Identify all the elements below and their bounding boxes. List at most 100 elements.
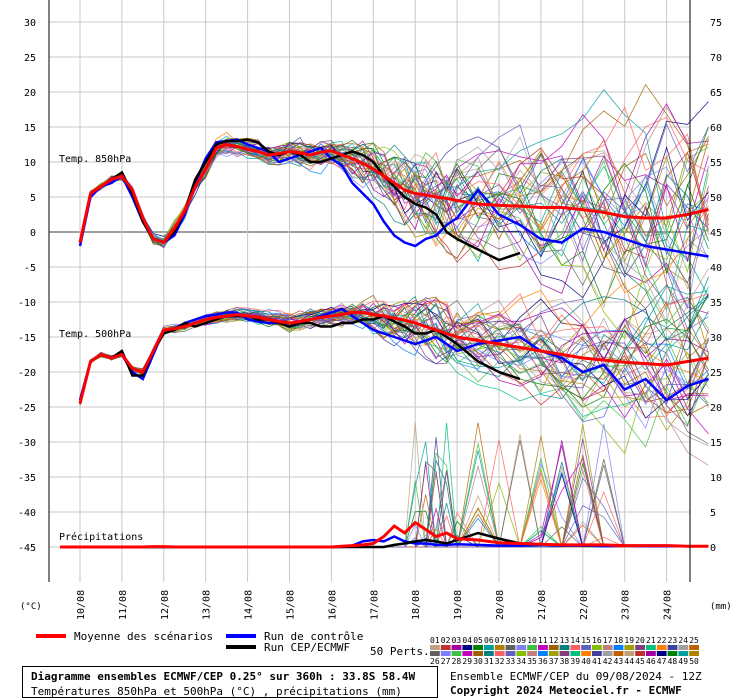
pert-number: 16 [592,636,602,645]
pert-number: 42 [603,657,613,666]
left-tick-label: 20 [24,88,36,99]
pert-swatch [462,645,473,650]
pert-number: 50 [689,657,699,666]
right-tick-label: 75 [710,18,722,29]
legend-control-label: Run de contrôle [264,630,363,643]
pert-swatch [581,645,591,650]
x-tick-label: 14/08 [244,590,255,620]
pert-swatch [646,651,656,656]
pert-swatch [538,645,548,650]
pert-number: 05 [473,636,483,645]
pert-number: 13 [560,636,570,645]
left-axis-unit: (°C) [20,602,42,612]
pert-swatch [635,651,645,656]
pert-swatch [440,651,451,656]
pert-number: 19 [624,636,634,645]
label-precip: Précipitations [59,531,143,543]
pert-swatch [440,645,451,650]
left-tick-label: -25 [18,403,36,414]
ensemble-member-t850 [79,106,709,252]
pert-swatch [462,651,473,656]
pert-number: 41 [592,657,602,666]
legend-perts-label: 50 Perts. [370,645,430,658]
pert-number: 38 [560,657,570,666]
pert-number: 08 [506,636,516,645]
pert-swatch [516,651,527,656]
pert-number: 28 [452,657,462,666]
pert-number: 14 [570,636,580,645]
pert-swatch [538,651,548,656]
x-tick-label: 23/08 [621,590,632,620]
pert-number: 04 [462,636,472,645]
pert-swatch [548,651,559,656]
pert-swatch [592,651,602,656]
ensemble-member-t850 [79,142,709,265]
right-tick-label: 25 [710,368,722,379]
pert-number: 43 [614,657,624,666]
right-tick-label: 50 [710,193,722,204]
right-tick-label: 60 [710,123,722,134]
pert-number: 10 [527,636,537,645]
left-tick-label: 5 [30,193,36,204]
pert-number: 30 [473,657,483,666]
x-tick-label: 12/08 [160,590,171,620]
x-tick-label: 17/08 [369,590,380,620]
pert-swatch [581,651,591,656]
pert-swatch [613,651,624,656]
right-tick-label: 5 [710,508,716,519]
legend-mean-label: Moyenne des scénarios [74,630,213,643]
ensemble-member-t850 [79,123,709,263]
pert-number: 34 [516,657,526,666]
series-line-t850 [78,142,709,245]
right-tick-label: 15 [710,438,722,449]
label-t500: Temp. 500hPa [59,329,131,340]
pert-swatch [689,645,699,650]
pert-number: 25 [689,636,699,645]
left-tick-label: 15 [24,123,36,134]
pert-swatch [689,651,699,656]
pert-swatch [646,645,656,650]
pert-swatch [678,651,689,656]
pert-number: 48 [668,657,678,666]
pert-swatch [473,651,483,656]
pert-swatch [678,645,689,650]
pert-swatch [505,645,516,650]
chart-footer-box: Diagramme ensembles ECMWF/CEP 0.25° sur … [22,666,438,698]
pert-number: 35 [527,657,537,666]
pert-number: 47 [657,657,667,666]
right-tick-label: 65 [710,88,722,99]
right-axis-unit: (mm) [710,602,732,612]
pert-number: 32 [495,657,505,666]
x-tick-label: 16/08 [327,590,338,620]
x-tick-label: 13/08 [202,590,213,620]
pert-number: 03 [452,636,462,645]
pert-swatch [602,651,613,656]
pert-swatch [516,645,527,650]
x-tick-label: 22/08 [579,590,590,620]
run-info: Ensemble ECMWF/CEP du 09/08/2024 - 12Z [450,670,702,683]
pert-swatch [494,651,505,656]
right-tick-label: 35 [710,298,722,309]
pert-swatch [473,645,483,650]
pert-number: 49 [678,657,688,666]
x-tick-label: 15/08 [286,590,297,620]
legend-oper-label: Run CEP/ECMWF [264,641,350,654]
pert-number: 12 [549,636,559,645]
left-tick-label: -40 [18,508,36,519]
left-tick-label: -35 [18,473,36,484]
right-tick-label: 40 [710,263,722,274]
pert-number: 09 [516,636,526,645]
pert-number: 15 [581,636,591,645]
legend: Moyenne des scénarios Run de contrôle Ru… [36,630,699,666]
main-series [60,138,709,549]
right-tick-label: 20 [710,403,722,414]
left-tick-label: -10 [18,298,36,309]
pert-number: 36 [538,657,548,666]
pert-swatch [570,651,581,656]
pert-number: 18 [614,636,624,645]
pert-number: 11 [538,636,548,645]
right-tick-label: 10 [710,473,722,484]
pert-number: 31 [484,657,494,666]
left-tick-label: -30 [18,438,36,449]
